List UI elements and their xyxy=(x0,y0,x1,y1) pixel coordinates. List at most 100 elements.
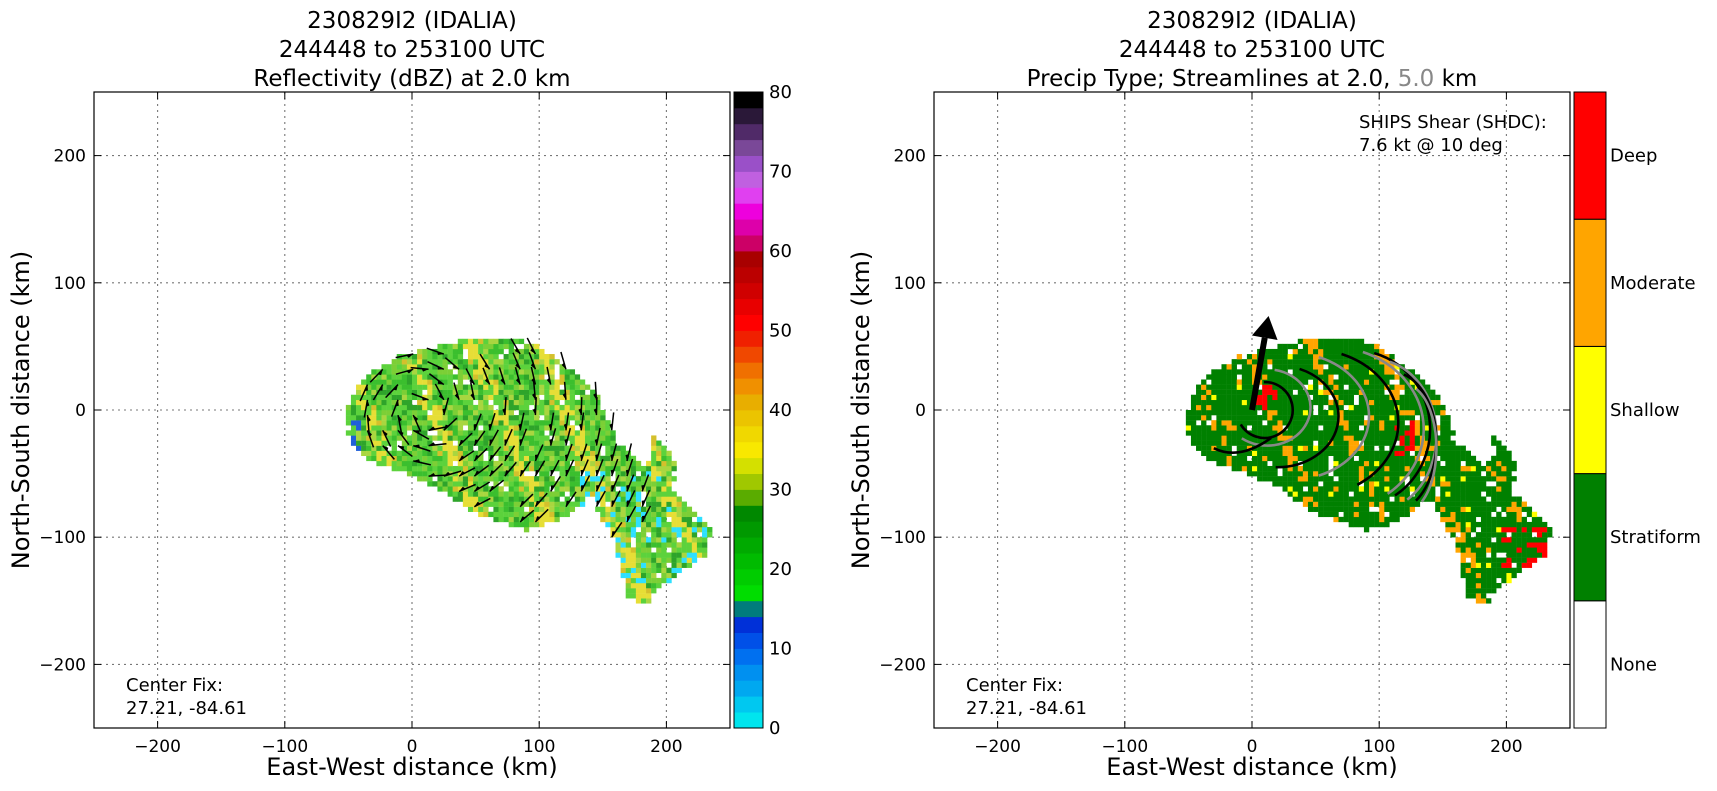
precip-type-cell xyxy=(1389,440,1395,446)
colorbar-swatch xyxy=(734,569,763,586)
reflectivity-cell xyxy=(422,435,428,441)
reflectivity-cell xyxy=(646,593,652,599)
precip-type-cell xyxy=(1455,521,1461,528)
reflectivity-cell xyxy=(391,425,397,431)
precip-type-cell xyxy=(1323,338,1329,345)
precip-type-cell xyxy=(1272,481,1278,487)
precip-type-cell xyxy=(1511,460,1517,467)
precip-type-cell xyxy=(1389,455,1395,462)
precip-type-cell xyxy=(1394,516,1400,523)
reflectivity-cell xyxy=(396,399,403,406)
reflectivity-cell xyxy=(676,516,682,523)
reflectivity-cell xyxy=(432,359,438,365)
reflectivity-cell xyxy=(467,460,474,467)
reflectivity-cell xyxy=(406,359,413,365)
precip-type-cell xyxy=(1521,552,1527,558)
precip-type-cell xyxy=(1292,486,1299,492)
reflectivity-cell xyxy=(656,501,662,507)
precip-type-cell xyxy=(1414,465,1421,472)
precip-type-cell xyxy=(1318,394,1324,401)
reflectivity-cell xyxy=(620,562,626,568)
reflectivity-cell xyxy=(412,404,418,411)
precip-type-cell xyxy=(1374,359,1380,365)
reflectivity-cell xyxy=(640,471,647,477)
reflectivity-cell xyxy=(478,430,484,436)
reflectivity-cell xyxy=(483,511,489,518)
reflectivity-cell xyxy=(656,506,662,512)
precip-type-cell xyxy=(1374,465,1380,472)
precip-type-cell xyxy=(1491,465,1497,472)
reflectivity-cell xyxy=(442,394,448,401)
reflectivity-cell xyxy=(646,481,652,487)
wind-barb-flag xyxy=(626,515,631,522)
reflectivity-cell xyxy=(574,410,581,416)
reflectivity-cell xyxy=(356,410,362,416)
reflectivity-cell xyxy=(427,364,433,370)
precip-type-cell xyxy=(1297,364,1304,370)
reflectivity-cell xyxy=(590,420,596,426)
reflectivity-cell xyxy=(483,389,489,395)
precip-type-cell xyxy=(1318,374,1324,380)
reflectivity-cell xyxy=(503,450,509,457)
precip-type-cell xyxy=(1424,415,1431,421)
precip-type-cell xyxy=(1379,404,1385,411)
precip-type-cell xyxy=(1348,415,1354,421)
precip-type-cell xyxy=(1323,379,1329,385)
reflectivity-cell xyxy=(437,435,443,441)
reflectivity-cell xyxy=(381,394,387,401)
reflectivity-cell xyxy=(366,445,372,451)
precip-type-cell xyxy=(1526,511,1533,518)
precip-type-cell xyxy=(1394,389,1400,395)
precip-type-cell xyxy=(1302,379,1309,385)
reflectivity-cell xyxy=(493,343,499,350)
reflectivity-cell xyxy=(625,542,631,548)
reflectivity-cell xyxy=(579,394,586,401)
precip-type-cell xyxy=(1272,369,1278,375)
reflectivity-cell xyxy=(483,435,489,441)
reflectivity-cell xyxy=(518,430,525,436)
reflectivity-cell xyxy=(559,364,565,370)
reflectivity-cell xyxy=(478,369,484,375)
wind-barb-flag xyxy=(515,362,521,370)
precip-type-cell xyxy=(1363,501,1370,507)
precip-type-cell xyxy=(1501,506,1507,512)
reflectivity-cell xyxy=(549,404,555,411)
reflectivity-cell xyxy=(635,501,642,507)
precip-type-cell xyxy=(1435,394,1441,401)
precip-type-cell xyxy=(1506,552,1512,558)
reflectivity-cell xyxy=(534,511,540,518)
precip-type-cell xyxy=(1338,359,1344,365)
reflectivity-cell xyxy=(529,359,535,365)
reflectivity-cell xyxy=(412,379,418,385)
precip-type-cell xyxy=(1445,476,1451,482)
precip-type-cell xyxy=(1236,404,1243,411)
precip-type-cell xyxy=(1277,374,1283,380)
precip-type-cell xyxy=(1389,354,1395,360)
precip-type-cell xyxy=(1292,410,1299,416)
reflectivity-cell xyxy=(361,440,367,446)
precip-type-cell xyxy=(1353,359,1360,365)
precip-type-cell xyxy=(1424,476,1431,482)
precip-type-cell xyxy=(1384,410,1390,416)
precip-type-cell xyxy=(1318,399,1324,406)
precip-type-cell xyxy=(1348,359,1354,365)
precip-type-cell xyxy=(1318,404,1324,411)
precip-type-cell xyxy=(1521,506,1527,512)
reflectivity-cell xyxy=(473,364,479,370)
reflectivity-cell xyxy=(590,445,596,451)
reflectivity-cell xyxy=(478,455,484,462)
precip-type-cell xyxy=(1333,496,1339,502)
precip-type-cell xyxy=(1333,440,1339,446)
precip-type-cell xyxy=(1363,486,1370,492)
precip-type-cell xyxy=(1231,369,1237,375)
precip-type-cell xyxy=(1190,399,1197,406)
reflectivity-cell xyxy=(579,430,586,436)
reflectivity-cell xyxy=(574,420,581,426)
precip-type-cell xyxy=(1267,354,1273,360)
reflectivity-cell xyxy=(620,455,626,462)
reflectivity-cell xyxy=(366,379,372,385)
reflectivity-cell xyxy=(518,521,525,528)
reflectivity-cell xyxy=(681,506,687,512)
precip-type-cell xyxy=(1445,521,1451,528)
reflectivity-cell xyxy=(661,496,667,502)
